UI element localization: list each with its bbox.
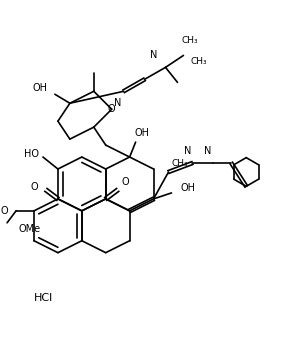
Text: CH₃: CH₃	[190, 57, 207, 66]
Text: OH: OH	[181, 184, 195, 193]
Text: CH₃: CH₃	[181, 36, 198, 45]
Text: O: O	[108, 104, 115, 114]
Text: CH₃: CH₃	[171, 159, 188, 168]
Text: N: N	[114, 98, 122, 108]
Text: O: O	[30, 182, 38, 192]
Text: OH: OH	[32, 83, 48, 93]
Text: O: O	[1, 206, 8, 216]
Text: HCl: HCl	[34, 292, 53, 303]
Text: OH: OH	[134, 128, 149, 138]
Text: N: N	[150, 50, 157, 61]
Text: OMe: OMe	[18, 224, 41, 234]
Text: N: N	[184, 146, 191, 156]
Text: N: N	[204, 146, 211, 156]
Text: HO: HO	[24, 149, 38, 159]
Text: O: O	[121, 177, 129, 188]
